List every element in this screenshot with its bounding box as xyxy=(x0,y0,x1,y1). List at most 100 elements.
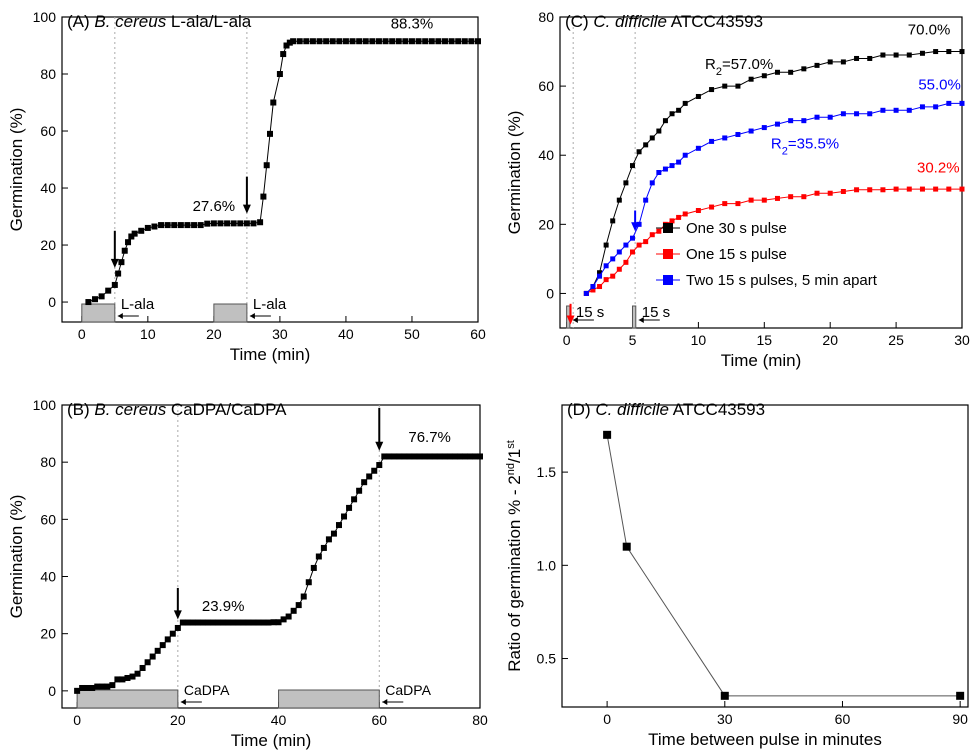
x-tick-label: 50 xyxy=(404,326,420,342)
data-point xyxy=(270,619,277,626)
data-point xyxy=(411,453,418,460)
pulse-label: L-ala xyxy=(121,296,155,313)
data-point xyxy=(455,38,462,45)
data-point xyxy=(597,273,603,279)
data-point xyxy=(346,504,353,511)
y-tick-label: 80 xyxy=(40,66,56,82)
data-point xyxy=(827,59,833,65)
y-tick-label: 0 xyxy=(48,294,56,310)
data-point xyxy=(956,691,965,700)
data-point xyxy=(369,38,376,45)
text-part: =35.5% xyxy=(788,135,839,152)
data-point xyxy=(315,553,322,560)
data-point xyxy=(662,118,668,124)
data-point xyxy=(431,453,438,460)
x-tick-label: 0 xyxy=(563,332,571,348)
data-point xyxy=(959,100,965,106)
data-point xyxy=(761,125,767,131)
data-point xyxy=(422,38,429,45)
data-point xyxy=(169,630,176,637)
data-point xyxy=(371,467,378,474)
text-part: / xyxy=(505,458,524,463)
data-point xyxy=(827,114,833,120)
data-point xyxy=(676,214,682,220)
data-point xyxy=(774,69,780,75)
data-point xyxy=(441,453,448,460)
pulse-bar xyxy=(213,303,248,323)
x-axis-label: Time (min) xyxy=(721,351,802,370)
data-point xyxy=(250,619,257,626)
data-point xyxy=(171,222,178,229)
y-tick-label: 20 xyxy=(40,237,56,253)
annotation: 70.0% xyxy=(908,21,951,38)
x-tick-label: 40 xyxy=(338,326,354,342)
data-point xyxy=(629,163,635,169)
y-tick-label: 1.5 xyxy=(537,464,557,480)
data-point xyxy=(893,52,899,58)
data-point xyxy=(329,38,336,45)
text-part: L-ala/L-ala xyxy=(166,12,252,31)
legend-marker xyxy=(663,275,673,285)
data-point xyxy=(597,270,603,276)
data-point xyxy=(260,193,267,200)
data-point xyxy=(643,239,649,245)
x-tick-label: 90 xyxy=(952,711,968,727)
data-point xyxy=(441,38,448,45)
data-point xyxy=(867,55,873,61)
data-point xyxy=(179,619,186,626)
text-part: CaDPA/CaDPA xyxy=(166,400,287,419)
data-point xyxy=(649,232,655,238)
data-point xyxy=(280,51,287,58)
data-point xyxy=(636,221,642,227)
data-point xyxy=(643,142,649,148)
data-point xyxy=(448,38,455,45)
data-point xyxy=(416,453,423,460)
plot-frame xyxy=(559,16,963,329)
data-point xyxy=(245,619,252,626)
data-point xyxy=(827,190,833,196)
data-point xyxy=(471,453,478,460)
data-point xyxy=(115,270,122,277)
data-point xyxy=(814,190,820,196)
data-point xyxy=(210,220,217,227)
data-point xyxy=(309,38,316,45)
y-tick-label: 1.0 xyxy=(537,557,557,573)
data-point xyxy=(396,453,403,460)
arrow-head xyxy=(566,315,575,325)
data-point xyxy=(774,121,780,127)
data-point xyxy=(305,579,312,586)
data-point xyxy=(158,222,165,229)
plot-frame xyxy=(561,404,969,708)
data-point xyxy=(194,619,201,626)
data-point xyxy=(735,83,741,89)
x-tick-label: 20 xyxy=(822,332,838,348)
connector-line xyxy=(88,40,478,303)
data-point xyxy=(880,52,886,58)
pulse-pointer-head xyxy=(638,317,644,323)
data-point xyxy=(788,194,794,200)
data-point xyxy=(622,542,631,551)
data-point xyxy=(217,220,224,227)
y-tick-label: 60 xyxy=(40,123,56,139)
data-point xyxy=(893,186,899,192)
data-point xyxy=(656,170,662,175)
data-point xyxy=(257,219,264,226)
pulse-label: CaDPA xyxy=(385,682,431,698)
arrow-head xyxy=(242,204,251,214)
x-tick-label: 40 xyxy=(271,712,287,728)
data-point xyxy=(676,159,682,165)
data-point xyxy=(402,38,409,45)
data-point xyxy=(603,263,609,269)
data-point xyxy=(131,230,138,237)
arrow-head xyxy=(110,258,119,268)
data-point xyxy=(164,222,171,229)
data-point xyxy=(85,299,92,306)
data-point xyxy=(629,249,635,255)
data-point xyxy=(695,145,701,151)
text-part: B. cereus xyxy=(94,12,166,31)
legend-label: Two 15 s pulses, 5 min apart xyxy=(686,272,878,289)
pulse-label: CaDPA xyxy=(184,682,230,698)
annotation: 55.0% xyxy=(918,77,961,94)
data-point xyxy=(840,189,846,195)
data-point xyxy=(840,111,846,117)
